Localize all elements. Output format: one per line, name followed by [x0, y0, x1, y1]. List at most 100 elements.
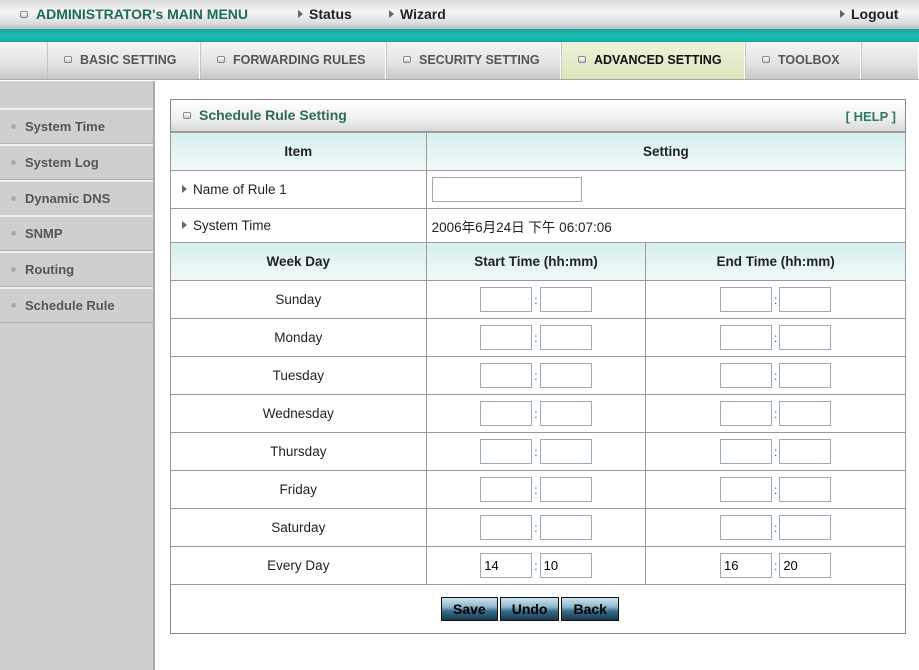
help-link[interactable]: [ HELP ] — [845, 109, 896, 124]
start-hour-input[interactable] — [480, 325, 533, 350]
table-row: Wednesday : : — [170, 394, 906, 433]
col-item-header: Item — [170, 132, 427, 171]
rule-name-input[interactable] — [431, 177, 582, 202]
end-minute-input[interactable] — [779, 553, 832, 578]
colon-separator: : — [534, 482, 538, 497]
col-end-header: End Time (hh:mm) — [645, 242, 906, 281]
colon-separator: : — [773, 520, 778, 535]
sidebar-item-snmp[interactable]: SNMP — [0, 215, 153, 251]
bullet-icon — [11, 231, 16, 236]
weekday-label: Saturday — [170, 508, 427, 547]
system-time-label: System Time — [170, 208, 427, 243]
back-button[interactable]: Back — [561, 597, 619, 621]
colon-separator: : — [773, 368, 778, 383]
end-minute-input[interactable] — [779, 401, 832, 426]
weekday-label: Thursday — [170, 432, 427, 471]
end-hour-input[interactable] — [719, 477, 772, 502]
start-hour-input[interactable] — [480, 439, 533, 464]
start-minute-input[interactable] — [539, 401, 592, 426]
sidebar-item-routing[interactable]: Routing — [0, 251, 153, 287]
end-hour-input[interactable] — [719, 515, 772, 540]
colon-separator: : — [534, 368, 538, 383]
button-row: Save Undo Back — [171, 585, 905, 635]
end-hour-input[interactable] — [719, 325, 772, 350]
end-minute-input[interactable] — [779, 477, 832, 502]
panel-header: Schedule Rule Setting [ HELP ] — [171, 100, 905, 132]
start-hour-input[interactable] — [480, 287, 533, 312]
weekday-label: Wednesday — [170, 394, 427, 433]
tab-bar: BASIC SETTING FORWARDING RULES SECURITY … — [0, 42, 919, 80]
end-minute-input[interactable] — [779, 515, 832, 540]
status-label: Status — [309, 6, 352, 22]
start-minute-input[interactable] — [539, 477, 592, 502]
colon-separator: : — [773, 330, 778, 345]
end-hour-input[interactable] — [719, 401, 772, 426]
colon-separator: : — [773, 482, 778, 497]
end-minute-input[interactable] — [779, 287, 832, 312]
undo-button[interactable]: Undo — [499, 597, 560, 621]
end-hour-input[interactable] — [719, 287, 772, 312]
table-row: Sunday : : — [170, 280, 906, 319]
tab-security-setting[interactable]: SECURITY SETTING — [386, 42, 561, 79]
colon-separator: : — [534, 520, 538, 535]
main-menu-label: ADMINISTRATOR's MAIN MENU — [36, 6, 249, 22]
end-hour-input[interactable] — [719, 553, 772, 578]
status-link[interactable]: Status — [298, 6, 352, 22]
end-hour-input[interactable] — [719, 363, 772, 388]
start-minute-input[interactable] — [539, 325, 592, 350]
colon-separator: : — [534, 406, 538, 421]
colon-separator: : — [773, 558, 778, 573]
sidebar-item-dynamic-dns[interactable]: Dynamic DNS — [0, 180, 153, 216]
weekday-label: Tuesday — [170, 356, 427, 395]
tab-advanced-setting[interactable]: ADVANCED SETTING — [561, 42, 745, 79]
arrow-right-icon — [389, 10, 394, 18]
colon-separator: : — [534, 558, 538, 573]
sidebar-item-schedule-rule[interactable]: Schedule Rule — [0, 287, 153, 323]
start-minute-input[interactable] — [539, 439, 592, 464]
start-minute-input[interactable] — [539, 363, 592, 388]
arrow-right-icon — [298, 10, 303, 18]
end-minute-input[interactable] — [779, 363, 832, 388]
tab-basic-setting[interactable]: BASIC SETTING — [47, 42, 200, 79]
table-row: Saturday : : — [170, 508, 906, 547]
bullet-icon — [11, 124, 16, 129]
start-hour-input[interactable] — [480, 401, 533, 426]
save-button[interactable]: Save — [441, 597, 498, 621]
square-bullet-icon — [183, 112, 191, 119]
end-minute-input[interactable] — [779, 325, 832, 350]
weekday-label: Every Day — [170, 546, 427, 585]
weekday-label: Friday — [170, 470, 427, 509]
tab-forwarding-rules[interactable]: FORWARDING RULES — [200, 42, 386, 79]
table-row: Monday : : — [170, 318, 906, 357]
main-menu-title[interactable]: ADMINISTRATOR's MAIN MENU — [20, 6, 248, 22]
end-minute-input[interactable] — [779, 439, 832, 464]
wizard-label: Wizard — [400, 6, 446, 22]
bullet-icon — [11, 303, 16, 308]
name-label: Name of Rule 1 — [170, 170, 427, 209]
table-row: Friday : : — [170, 470, 906, 509]
sidebar-item-system-log[interactable]: System Log — [0, 144, 153, 180]
logout-label: Logout — [851, 6, 899, 22]
start-hour-input[interactable] — [480, 553, 533, 578]
start-hour-input[interactable] — [480, 515, 533, 540]
start-minute-input[interactable] — [539, 287, 592, 312]
col-weekday-header: Week Day — [170, 242, 427, 281]
colon-separator: : — [534, 330, 538, 345]
square-bullet-icon — [20, 11, 28, 18]
system-time-value: 2006年6月24日 下午 06:07:06 — [425, 208, 907, 243]
table-row: Thursday : : — [170, 432, 906, 471]
tab-toolbox[interactable]: TOOLBOX — [745, 42, 861, 79]
start-hour-input[interactable] — [480, 363, 533, 388]
col-start-header: Start Time (hh:mm) — [425, 242, 647, 281]
weekday-label: Monday — [170, 318, 427, 357]
table-row: Every Day : : — [170, 546, 906, 585]
wizard-link[interactable]: Wizard — [389, 6, 446, 22]
logout-link[interactable]: Logout — [840, 6, 898, 22]
colon-separator: : — [773, 406, 778, 421]
end-hour-input[interactable] — [719, 439, 772, 464]
top-menu-bar: ADMINISTRATOR's MAIN MENU Status Wizard … — [0, 0, 919, 29]
sidebar-item-system-time[interactable]: System Time — [0, 108, 153, 144]
start-minute-input[interactable] — [539, 553, 592, 578]
start-minute-input[interactable] — [539, 515, 592, 540]
start-hour-input[interactable] — [480, 477, 533, 502]
